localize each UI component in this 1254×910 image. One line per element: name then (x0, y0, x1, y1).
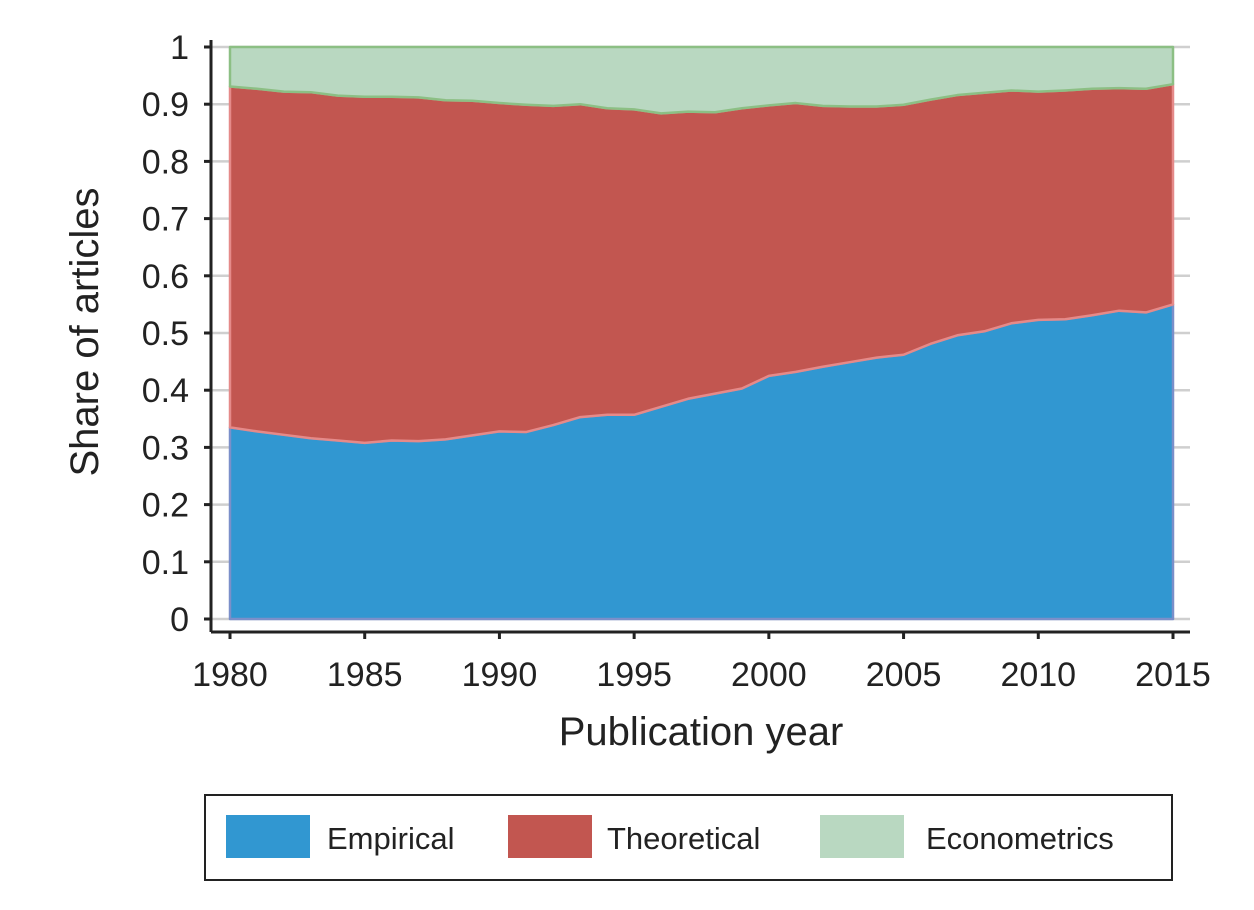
legend-item-theoretical: Theoretical (508, 815, 760, 858)
legend-item-empirical: Empirical (226, 815, 454, 858)
y-tick-label: 1 (170, 29, 189, 67)
y-tick-label: 0 (170, 601, 189, 639)
y-tick-label: 0.6 (142, 258, 189, 296)
y-tick-label: 0.8 (142, 143, 189, 181)
legend-item-econometrics: Econometrics (820, 815, 1114, 858)
x-tick-label: 2000 (731, 656, 807, 694)
y-tick-label: 0.1 (142, 544, 189, 582)
legend-label: Theoretical (607, 821, 760, 856)
legend-swatch (820, 815, 904, 858)
y-tick-label: 0.9 (142, 86, 189, 124)
legend-label: Econometrics (926, 821, 1114, 856)
x-tick-label: 2010 (1000, 656, 1076, 694)
y-tick-label: 0.3 (142, 429, 189, 467)
x-tick-label: 1985 (327, 656, 403, 694)
x-tick-label: 1995 (596, 656, 672, 694)
x-tick-label: 2005 (866, 656, 942, 694)
x-axis-label: Publication year (559, 710, 844, 754)
legend-swatch (226, 815, 310, 858)
y-tick-label: 0.7 (142, 201, 189, 239)
x-tick-label: 1980 (192, 656, 268, 694)
x-tick-label: 1990 (462, 656, 538, 694)
axes: 0 0.1 0.2 0.3 0.4 0.5 0.6 0.7 0.8 0.9 1 1980 1985 199… (142, 29, 1211, 694)
legend-swatch (508, 815, 592, 858)
legend: Empirical Theoretical Econometrics (204, 794, 1173, 881)
area-econometrics (228, 45, 1175, 115)
x-tick-label: 2015 (1135, 656, 1211, 694)
area-series (228, 45, 1175, 621)
y-axis-label: Share of articles (63, 187, 107, 476)
y-tick-label: 0.2 (142, 487, 189, 525)
legend-box (204, 794, 1173, 881)
y-tick-label: 0.5 (142, 315, 189, 353)
legend-label: Empirical (327, 821, 454, 856)
y-tick-label: 0.4 (142, 372, 189, 410)
